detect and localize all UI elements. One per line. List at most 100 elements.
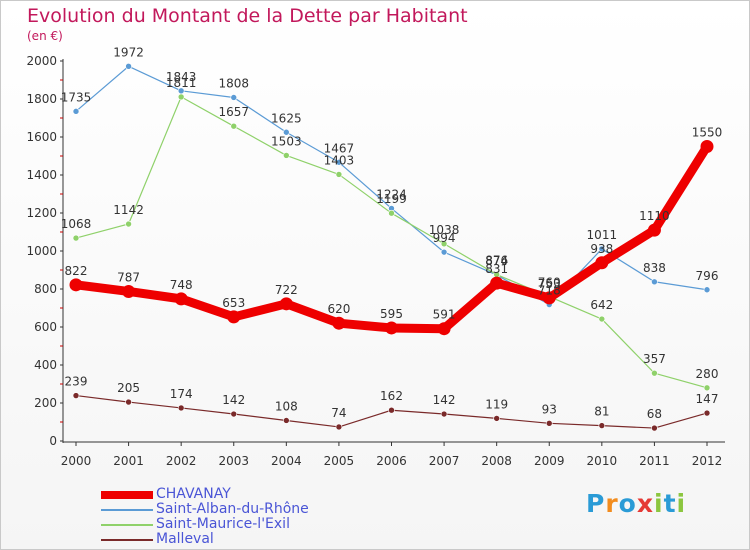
data-label: 760 — [538, 276, 561, 290]
data-point — [69, 278, 83, 292]
data-label: 1068 — [61, 217, 92, 231]
data-point — [335, 158, 343, 166]
x-tick-label: 2009 — [534, 454, 565, 468]
data-point — [493, 415, 500, 422]
legend-swatch — [101, 509, 153, 511]
x-tick-label: 2006 — [376, 454, 407, 468]
data-point — [335, 171, 343, 178]
data-label: 595 — [380, 307, 403, 321]
y-tick-label: 0 — [49, 434, 57, 448]
logo-letter: P — [586, 489, 606, 518]
legend-label: Saint-Alban-du-Rhône — [156, 501, 309, 517]
data-label: 1142 — [113, 203, 144, 217]
data-point — [125, 63, 132, 70]
data-point — [388, 406, 395, 414]
y-tick-label: 1400 — [26, 168, 57, 182]
data-point — [177, 404, 185, 412]
data-label: 938 — [590, 242, 613, 256]
data-label: 876 — [485, 254, 508, 268]
data-point — [230, 410, 238, 418]
data-point — [125, 220, 132, 228]
data-point — [283, 128, 290, 136]
logo-letter: x — [636, 489, 654, 518]
data-label: 142 — [222, 393, 245, 407]
y-tick-label: 2000 — [26, 54, 57, 68]
data-point — [703, 286, 711, 294]
x-tick-label: 2001 — [113, 454, 144, 468]
y-tick-label: 1800 — [26, 92, 57, 106]
x-tick-label: 2010 — [587, 454, 618, 468]
x-tick-label: 2008 — [481, 454, 512, 468]
x-tick-label: 2004 — [271, 454, 302, 468]
legend-label: Malleval — [156, 531, 214, 547]
data-label: 1735 — [61, 90, 92, 104]
y-axis-unit: (en €) — [27, 29, 63, 43]
data-label: 239 — [65, 375, 88, 389]
data-label: 1011 — [587, 228, 618, 242]
series-layer — [69, 63, 714, 432]
data-point — [388, 209, 395, 217]
x-tick-label: 2000 — [61, 454, 92, 468]
legend-label: Saint-Maurice-l'Exil — [156, 516, 290, 532]
data-label: 162 — [380, 389, 403, 403]
data-label: 753 — [538, 277, 561, 291]
data-point — [440, 240, 448, 248]
data-label: 1467 — [324, 141, 355, 155]
data-label: 1038 — [429, 223, 460, 237]
data-label: 1811 — [166, 76, 197, 90]
data-point — [72, 392, 80, 399]
data-point — [227, 310, 241, 324]
logo-letter: r — [605, 489, 619, 518]
data-point — [651, 278, 658, 286]
proxiti-logo: Proxiti — [586, 489, 686, 518]
chart-title: Evolution du Montant de la Dette par Hab… — [27, 5, 468, 27]
data-point — [335, 423, 343, 431]
data-label: 831 — [485, 262, 508, 276]
data-label: 787 — [117, 270, 140, 284]
data-label: 1625 — [271, 111, 302, 125]
data-point — [125, 398, 132, 406]
data-label: 93 — [542, 402, 557, 416]
data-label: 1199 — [376, 192, 407, 206]
data-point — [230, 122, 238, 130]
data-point — [598, 422, 606, 429]
data-label: 1657 — [218, 105, 249, 119]
data-label: 81 — [594, 405, 609, 419]
data-point — [230, 94, 238, 101]
data-label: 642 — [590, 298, 613, 312]
data-point — [651, 424, 658, 432]
logo-letter: o — [618, 489, 637, 518]
data-label: 357 — [643, 352, 666, 366]
data-label: 653 — [222, 296, 245, 310]
data-point — [651, 369, 658, 377]
x-tick-label: 2002 — [166, 454, 197, 468]
data-label: 796 — [696, 269, 719, 283]
y-tick-label: 800 — [34, 282, 57, 296]
data-label: 620 — [327, 302, 350, 316]
data-point — [598, 245, 606, 253]
data-point — [177, 93, 185, 101]
legend-swatch — [101, 524, 153, 526]
data-point — [72, 234, 80, 242]
data-point — [647, 223, 661, 237]
data-label: 74 — [331, 406, 346, 420]
x-ticks: 2000 2001 2002 2003 2004 2005 2006 2007 2008 2009… — [61, 442, 722, 468]
data-label: 1550 — [692, 126, 723, 140]
data-label: 205 — [117, 381, 140, 395]
data-point — [595, 256, 609, 270]
data-labels-layer: 1735 1972 1843 1808 1625 1467 1224 994 874 718 101… — [61, 45, 723, 421]
data-point — [174, 292, 188, 306]
data-label: 119 — [485, 397, 508, 411]
data-label: 1843 — [166, 70, 197, 84]
data-label: 142 — [433, 393, 456, 407]
data-point — [545, 420, 553, 427]
data-point — [440, 248, 448, 256]
series-line-1 — [75, 65, 708, 306]
logo-letter: i — [676, 489, 687, 518]
y-tick-label: 1200 — [26, 206, 57, 220]
logo-letter: i — [654, 489, 664, 518]
data-label: 147 — [696, 392, 719, 406]
data-label: 748 — [170, 278, 193, 292]
